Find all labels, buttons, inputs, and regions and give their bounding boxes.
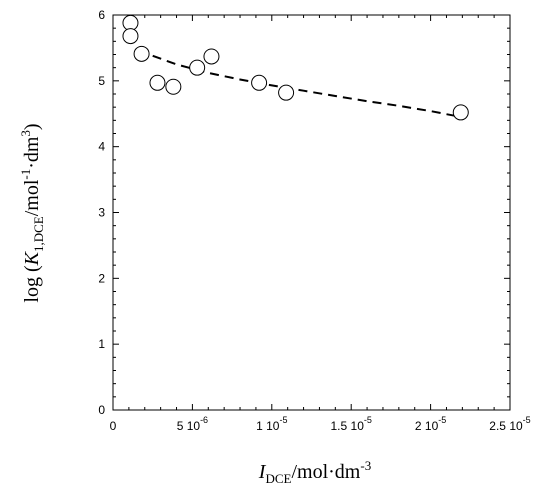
x-tick-label: 1 10-5	[256, 415, 287, 433]
y-tick-label: 5	[98, 74, 105, 88]
y-axis-title-mid2: ·dm	[21, 136, 43, 169]
y-tick-label: 3	[98, 206, 105, 220]
points-layer	[122, 14, 469, 121]
x-tick-label: 0	[110, 419, 117, 433]
x-axis-title-rest: /mol·dm	[291, 461, 360, 483]
x-tick-label: 1.5 10-5	[331, 415, 372, 433]
data-point	[278, 84, 295, 101]
x-axis-title: IDCE/mol·dm-3	[258, 458, 371, 486]
y-axis-title-superscript-1: -1	[18, 169, 33, 180]
x-tick-label-exponent: -5	[279, 415, 287, 425]
x-tick-label-mantissa: 2.5 10	[489, 419, 523, 433]
y-tick-label: 0	[98, 403, 105, 417]
data-point	[165, 78, 182, 95]
x-tick-label-mantissa: 1.5 10	[331, 419, 365, 433]
x-tick-label: 5 10-6	[177, 415, 208, 433]
x-tick-label-mantissa: 0	[110, 419, 117, 433]
x-axis-title-subscript: DCE	[265, 471, 291, 486]
data-point	[452, 104, 469, 121]
x-tick-label-exponent: -6	[200, 415, 208, 425]
y-tick-label: 2	[98, 271, 105, 285]
data-point	[203, 48, 220, 65]
plot-border	[112, 14, 511, 411]
data-point	[149, 74, 166, 91]
y-axis-title-main: K	[21, 250, 43, 266]
data-point	[133, 45, 150, 62]
x-tick-label: 2 10-5	[415, 415, 446, 433]
y-tick-label: 6	[98, 8, 105, 22]
y-axis-title-mid1: /mol	[21, 179, 43, 216]
y-axis-title-prefix: log (	[21, 265, 43, 303]
x-tick-label-mantissa: 5 10	[177, 419, 201, 433]
y-axis-title: log (K1,DCE/mol-1·dm3)	[18, 123, 46, 302]
y-axis-title-suffix: )	[21, 123, 43, 130]
y-axis-title-subscript: 1,DCE	[31, 216, 46, 252]
x-tick-label-mantissa: 2 10	[415, 419, 439, 433]
y-tick-label: 4	[98, 140, 105, 154]
x-tick-label-mantissa: 1 10	[256, 419, 280, 433]
y-axis-title-superscript-2: 3	[18, 130, 33, 137]
data-point	[251, 74, 268, 91]
plot-frame	[112, 14, 511, 411]
x-axis-title-superscript: -3	[360, 458, 371, 473]
x-tick-label-exponent: -5	[364, 415, 372, 425]
x-tick-label: 2.5 10-5	[489, 415, 530, 433]
x-axis-title-main: I	[258, 461, 267, 483]
y-tick-label: 1	[98, 337, 105, 351]
x-tick-label-exponent: -5	[523, 415, 531, 425]
x-tick-label-exponent: -5	[438, 415, 446, 425]
data-point	[189, 59, 206, 76]
data-point	[122, 28, 139, 45]
